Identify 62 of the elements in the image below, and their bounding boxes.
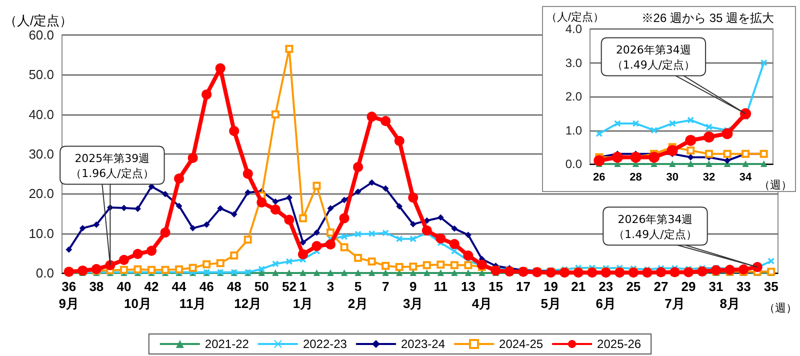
x-tick-label: 48 bbox=[226, 279, 242, 294]
x-tick-label: 35 bbox=[764, 279, 778, 294]
x-tick-label: 40 bbox=[116, 279, 132, 294]
x-tick-label: 13 bbox=[460, 279, 476, 294]
x-tick-label: 21 bbox=[571, 279, 586, 294]
x-tick-label: 5 2月 bbox=[348, 279, 368, 311]
x-tick-label: 10月 bbox=[124, 296, 152, 311]
x-tick-label: 32 bbox=[702, 172, 716, 184]
annotation: 2026年第34週（1.49人/定点） bbox=[614, 213, 697, 242]
x-tick-label: 26 bbox=[593, 172, 606, 184]
x-tick-label: 30 bbox=[666, 172, 678, 184]
x-tick-label: 11 bbox=[434, 279, 448, 294]
y-tick-label: 0.0 bbox=[36, 266, 54, 280]
chart-title: ※26 週から 35 週を拡大 bbox=[641, 11, 774, 25]
x-tick-label: 36 9月 bbox=[58, 279, 79, 311]
legend-label: 2023-24 bbox=[400, 337, 446, 351]
x-tick-label: 12月 bbox=[234, 296, 262, 311]
annotation: 2026年第34週（1.49人/定点） bbox=[612, 44, 696, 72]
y-tick-label: 2.0 bbox=[565, 90, 582, 104]
x-tick-label: 38 bbox=[89, 279, 104, 294]
x-axis-title: （週） bbox=[759, 180, 792, 192]
x-tick-label: 4月 bbox=[472, 296, 492, 311]
legend-label: 2025-26 bbox=[597, 337, 642, 351]
x-tick-label: 27 bbox=[654, 279, 668, 294]
y-tick-label: 30.0 bbox=[28, 146, 54, 162]
x-tick-label: 31 bbox=[708, 279, 724, 294]
x-tick-label: 15 bbox=[488, 279, 503, 294]
x-tick-label: 7月 bbox=[664, 296, 685, 311]
y-tick-label: 40.0 bbox=[28, 106, 54, 122]
x-tick-label: 25 bbox=[626, 279, 641, 294]
y-axis-title: （人/定点） bbox=[546, 10, 604, 24]
annotation: 2025年第39週（1.96人/定点） bbox=[70, 152, 154, 180]
y-tick-label: 4.0 bbox=[565, 22, 582, 36]
x-tick-label: 44 bbox=[172, 279, 188, 294]
legend-label: 2021-22 bbox=[204, 337, 250, 351]
x-tick-label: 17 bbox=[516, 279, 531, 294]
y-tick-label: 3.0 bbox=[565, 56, 582, 70]
x-tick-label: 28 bbox=[630, 172, 642, 184]
x-tick-label: 29 bbox=[681, 279, 696, 294]
x-tick-label: 42 bbox=[144, 279, 159, 294]
y-axis-title: （人/定点） bbox=[4, 13, 73, 28]
x-tick-label: 19 5月 bbox=[540, 279, 561, 311]
x-tick-label: 7 bbox=[382, 279, 390, 294]
y-tick-label: 1.0 bbox=[565, 123, 582, 138]
x-tick-label: 3 bbox=[326, 279, 334, 294]
y-tick-label: 0.0 bbox=[565, 157, 582, 171]
x-tick-label: 52 bbox=[282, 279, 296, 294]
x-axis-title: （週） bbox=[764, 302, 797, 314]
legend-label: 2022-23 bbox=[302, 337, 348, 351]
y-tick-label: 60.0 bbox=[28, 28, 54, 42]
y-tick-label: 50.0 bbox=[28, 67, 54, 82]
x-tick-label: 9 3月 bbox=[403, 279, 424, 311]
x-tick-label: 8月 bbox=[720, 296, 740, 311]
y-tick-label: 10.0 bbox=[28, 226, 54, 241]
x-tick-label: 11月 bbox=[179, 296, 206, 311]
y-tick-label: 20.0 bbox=[28, 186, 54, 202]
x-tick-label: 50 bbox=[254, 279, 269, 294]
x-tick-label: 46 bbox=[199, 279, 214, 294]
x-tick-label: 33 bbox=[736, 279, 751, 294]
x-tick-label: 34 bbox=[739, 172, 753, 184]
legend-label: 2024-25 bbox=[499, 337, 544, 351]
x-tick-label: 23 6月 bbox=[596, 279, 616, 311]
